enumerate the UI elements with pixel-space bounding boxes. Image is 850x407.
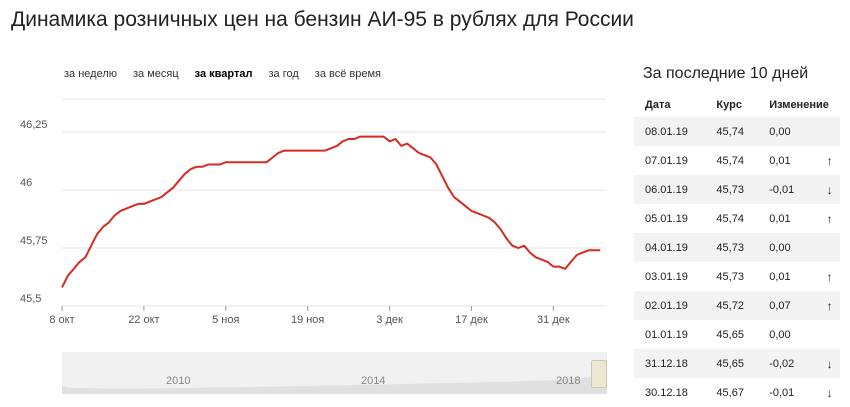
- period-tabs: за неделю за месяц за квартал за год за …: [64, 68, 397, 80]
- row-rate: 45,72: [705, 291, 759, 320]
- arrow-down-icon: ↓: [826, 385, 833, 400]
- row-change: 0,00: [758, 117, 820, 146]
- table-row: 04.01.19 45,73 0,00: [634, 233, 840, 262]
- x-tick-label: 3 дек: [376, 314, 403, 326]
- row-date: 30.12.18: [645, 386, 688, 399]
- arrow-up-icon: ↑: [819, 291, 840, 320]
- row-rate: 45,73: [705, 175, 759, 204]
- row-date: 31.12.18: [634, 349, 706, 378]
- table-row: 31.12.18 45,65 -0,02 ↓: [634, 349, 840, 378]
- table-title: За последние 10 дней: [643, 65, 809, 82]
- row-rate: 45,74: [716, 154, 744, 167]
- row-rate: 45,73: [716, 270, 744, 283]
- x-tick-label: 22 окт: [128, 314, 159, 326]
- tab-quarter[interactable]: за квартал: [194, 68, 253, 80]
- y-tick-label: 46,25: [20, 119, 48, 131]
- series-line-ai95: [61, 135, 601, 288]
- x-tick-label: 19 ноя: [291, 314, 324, 326]
- row-date: 04.01.19: [634, 233, 706, 262]
- row-date: 06.01.19: [634, 175, 706, 204]
- price-line-chart: 45,5 45,75 46 46,25 8 окт 22 окт 5 ноя 19 ноя 3 …: [20, 98, 606, 326]
- table-row: 03.01.19 45,73 0,01 ↑: [634, 262, 840, 291]
- tab-week[interactable]: за неделю: [64, 68, 118, 80]
- row-change: 0,07: [758, 291, 820, 320]
- row-change: -0,01: [769, 386, 795, 399]
- row-change: 0,00: [758, 233, 820, 262]
- row-date: 01.01.19: [645, 328, 688, 341]
- row-rate: 45,73: [705, 233, 759, 262]
- table-row: 08.01.19 45,74 0,00: [634, 117, 840, 146]
- y-tick-label: 46: [20, 177, 32, 189]
- y-tick-label: 45,75: [20, 235, 48, 247]
- header-change: Изменение: [769, 98, 829, 111]
- navigator-area: [62, 376, 607, 394]
- table-row: 05.01.19 45,74 0,01 ↑: [634, 204, 840, 233]
- row-date: 08.01.19: [634, 117, 706, 146]
- table-header-row: Дата Курс Изменение: [634, 92, 840, 117]
- y-tick-label: 45,5: [20, 293, 41, 305]
- table-row: 06.01.19 45,73 -0,01 ↓: [634, 175, 840, 204]
- row-change: -0,02: [758, 349, 820, 378]
- x-tick-label: 8 окт: [49, 314, 74, 326]
- arrow-up-icon: ↑: [826, 153, 833, 168]
- no-trend-cell: [819, 233, 840, 262]
- row-rate: 45,65: [716, 328, 744, 341]
- time-navigator[interactable]: 2010 2014 2018: [62, 352, 607, 394]
- row-date: 05.01.19: [645, 212, 688, 225]
- row-change: 0,01: [769, 154, 791, 167]
- row-change: -0,01: [758, 175, 820, 204]
- arrow-up-icon: ↑: [826, 269, 833, 284]
- navigator-range-handle[interactable]: [591, 360, 607, 388]
- x-tick-label: 31 дек: [537, 314, 570, 326]
- row-rate: 45,74: [716, 212, 744, 225]
- table-row: 07.01.19 45,74 0,01 ↑: [634, 146, 840, 175]
- table-row: 30.12.18 45,67 -0,01 ↓: [634, 378, 840, 407]
- navigator-label-2018: 2018: [556, 375, 581, 387]
- row-change: 0,01: [769, 270, 791, 283]
- row-date: 03.01.19: [645, 270, 688, 283]
- table-row: 02.01.19 45,72 0,07 ↑: [634, 291, 840, 320]
- row-rate: 45,65: [705, 349, 759, 378]
- navigator-overview-area: [62, 376, 607, 394]
- x-tick-label: 5 ноя: [212, 314, 239, 326]
- navigator-label-2014: 2014: [361, 375, 386, 387]
- x-tick-label: 17 дек: [455, 314, 488, 326]
- row-change: 0,00: [769, 328, 791, 341]
- tab-month[interactable]: за месяц: [133, 68, 179, 80]
- row-rate: 45,67: [716, 386, 744, 399]
- no-trend-cell: [819, 320, 840, 349]
- header-rate: Курс: [716, 98, 742, 111]
- row-date: 02.01.19: [634, 291, 706, 320]
- navigator-label-2010: 2010: [166, 375, 191, 387]
- page-title: Динамика розничных цен на бензин АИ-95 в…: [11, 8, 634, 31]
- tab-all-time[interactable]: за всё время: [314, 68, 381, 80]
- no-trend-cell: [819, 117, 840, 146]
- rates-table: Дата Курс Изменение 08.01.19 45,74 0,00 07.…: [634, 92, 840, 407]
- row-date: 07.01.19: [645, 154, 688, 167]
- arrow-down-icon: ↓: [819, 175, 840, 204]
- table-row: 01.01.19 45,65 0,00: [634, 320, 840, 349]
- header-date: Дата: [645, 98, 671, 111]
- row-rate: 45,74: [705, 117, 759, 146]
- arrow-up-icon: ↑: [826, 211, 833, 226]
- row-change: 0,01: [769, 212, 791, 225]
- arrow-down-icon: ↓: [819, 349, 840, 378]
- tab-year[interactable]: за год: [268, 68, 299, 80]
